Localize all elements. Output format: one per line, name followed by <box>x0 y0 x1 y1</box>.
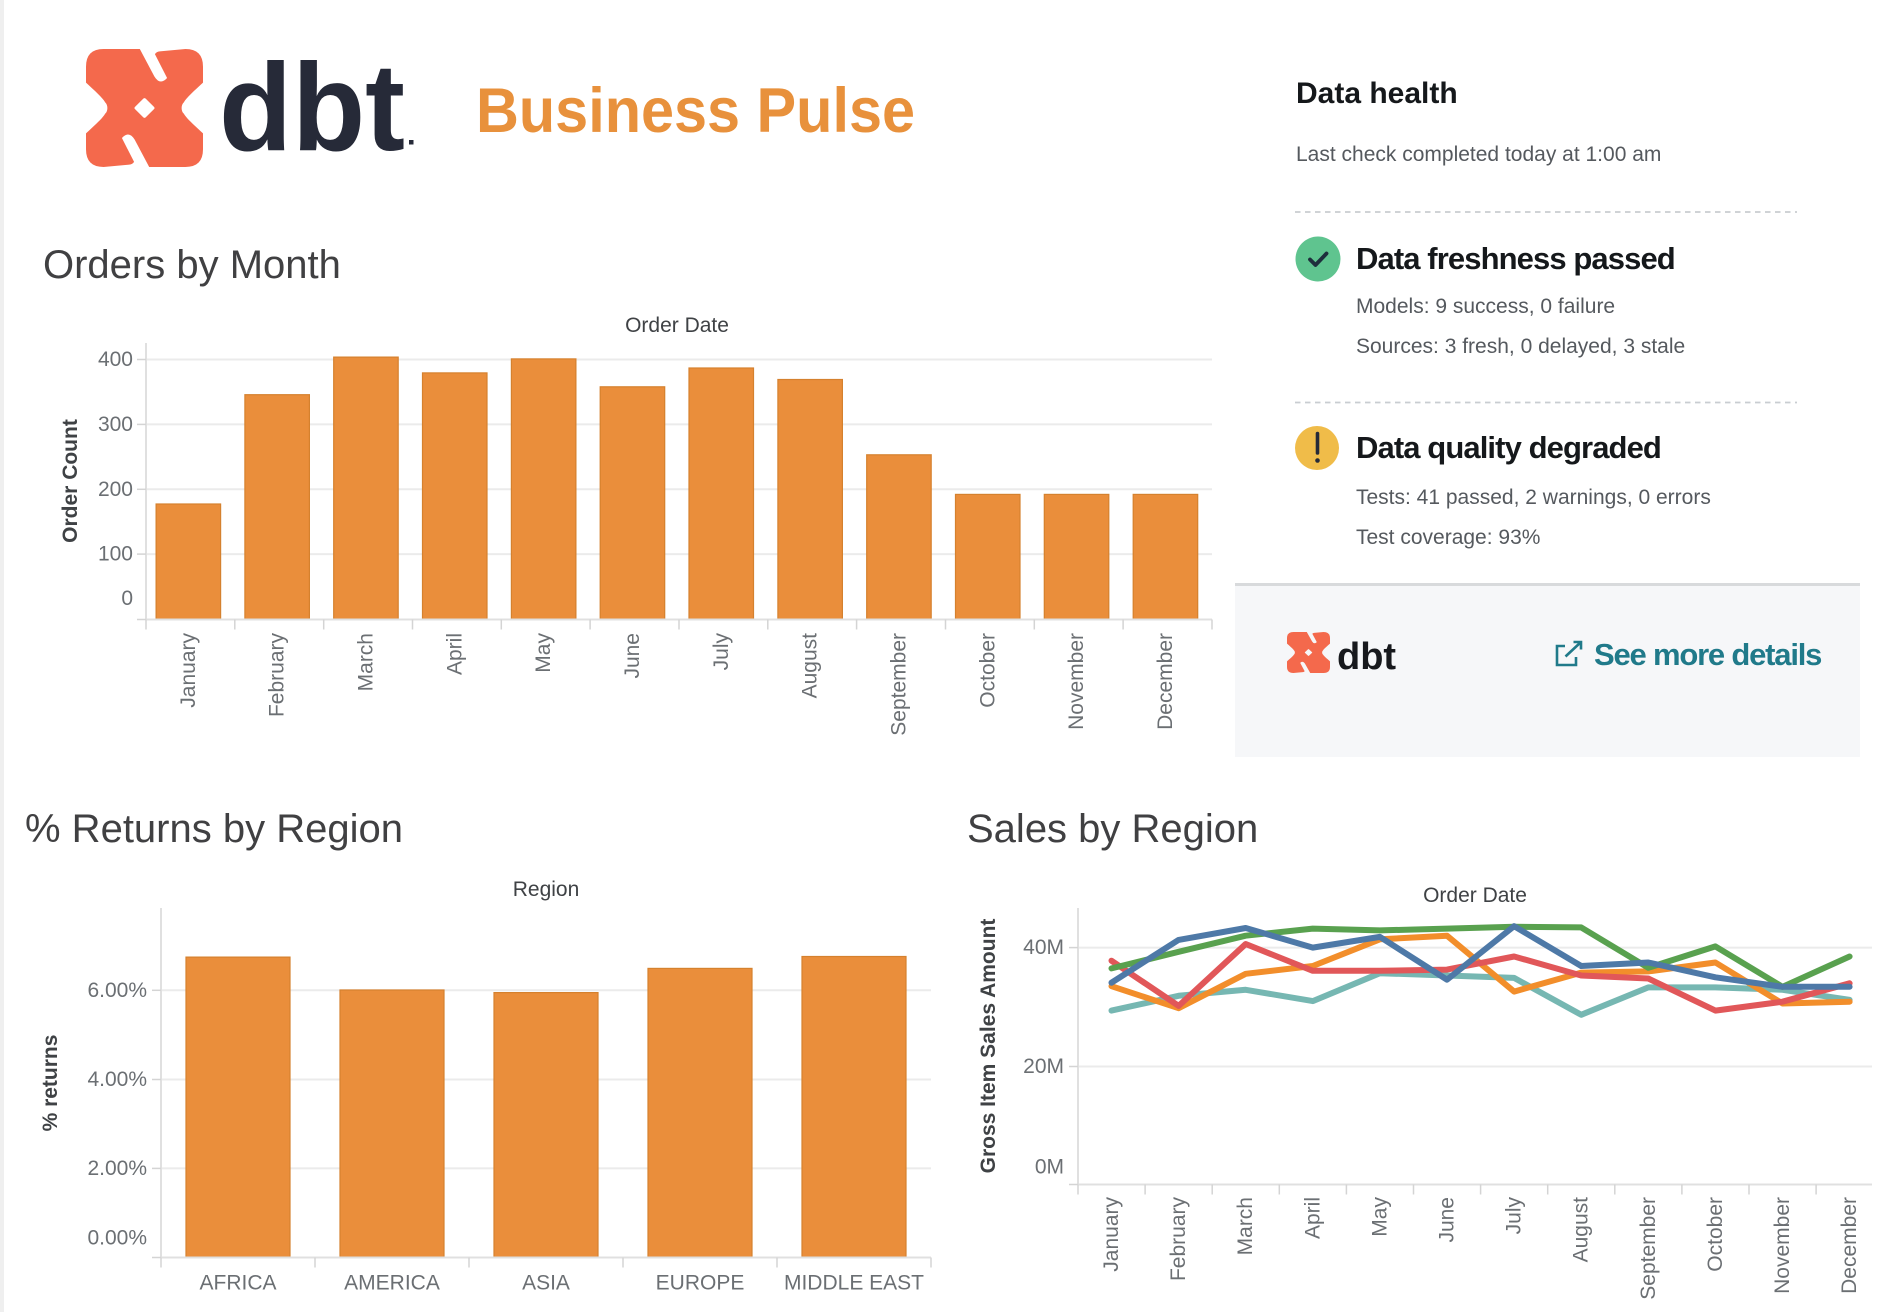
svg-text:December: December <box>1838 1197 1861 1294</box>
svg-text:February: February <box>1167 1197 1190 1282</box>
svg-text:dbt: dbt <box>219 39 405 177</box>
svg-text:ASIA: ASIA <box>522 1272 570 1295</box>
svg-text:Business Pulse: Business Pulse <box>476 76 915 146</box>
svg-text:August: August <box>799 633 822 699</box>
svg-text:May: May <box>532 633 555 673</box>
svg-text:June: June <box>1436 1197 1459 1243</box>
svg-text:Gross Item Sales Amount: Gross Item Sales Amount <box>977 919 1000 1174</box>
svg-text:Sales by Region: Sales by Region <box>967 807 1258 851</box>
svg-text:% Returns by Region: % Returns by Region <box>25 807 403 851</box>
svg-text:300: 300 <box>98 413 133 436</box>
svg-text:September: September <box>887 633 910 736</box>
svg-text:100: 100 <box>98 543 133 566</box>
svg-text:0: 0 <box>121 587 133 610</box>
svg-text:4.00%: 4.00% <box>87 1068 147 1091</box>
svg-text:20M: 20M <box>1023 1055 1064 1078</box>
svg-text:Order Date: Order Date <box>1423 884 1527 907</box>
svg-text:February: February <box>266 633 289 718</box>
svg-text:Region: Region <box>513 878 580 901</box>
svg-text:July: July <box>710 633 733 671</box>
svg-text:May: May <box>1368 1197 1391 1237</box>
svg-text:January: January <box>1100 1197 1123 1272</box>
svg-text:August: August <box>1570 1197 1593 1263</box>
svg-text:EUROPE: EUROPE <box>656 1272 745 1295</box>
svg-text:AMERICA: AMERICA <box>344 1272 440 1295</box>
svg-text:Orders by Month: Orders by Month <box>43 243 341 287</box>
svg-text:January: January <box>177 633 200 708</box>
svg-text:% returns: % returns <box>39 1035 62 1132</box>
svg-text:200: 200 <box>98 478 133 501</box>
svg-text:April: April <box>443 633 466 675</box>
svg-text:6.00%: 6.00% <box>87 979 147 1002</box>
svg-text:AFRICA: AFRICA <box>199 1272 276 1295</box>
svg-text:Order Date: Order Date <box>625 314 729 337</box>
svg-text:0M: 0M <box>1035 1156 1064 1179</box>
svg-text:March: March <box>355 633 378 691</box>
svg-text:October: October <box>976 633 999 708</box>
svg-text:December: December <box>1154 633 1177 730</box>
svg-text:September: September <box>1637 1197 1660 1300</box>
svg-text:400: 400 <box>98 348 133 371</box>
svg-text:June: June <box>621 633 644 679</box>
svg-text:2.00%: 2.00% <box>87 1157 147 1180</box>
svg-text:November: November <box>1065 633 1088 730</box>
svg-text:40M: 40M <box>1023 936 1064 959</box>
svg-text:0.00%: 0.00% <box>87 1227 147 1250</box>
svg-text:November: November <box>1771 1197 1794 1294</box>
svg-text:MIDDLE EAST: MIDDLE EAST <box>784 1272 924 1295</box>
svg-text:October: October <box>1704 1197 1727 1272</box>
svg-text:March: March <box>1234 1197 1257 1255</box>
svg-text:July: July <box>1503 1197 1526 1235</box>
svg-text:dbt: dbt <box>1337 636 1396 675</box>
svg-text:Order Count: Order Count <box>59 419 82 543</box>
svg-text:April: April <box>1301 1197 1324 1239</box>
